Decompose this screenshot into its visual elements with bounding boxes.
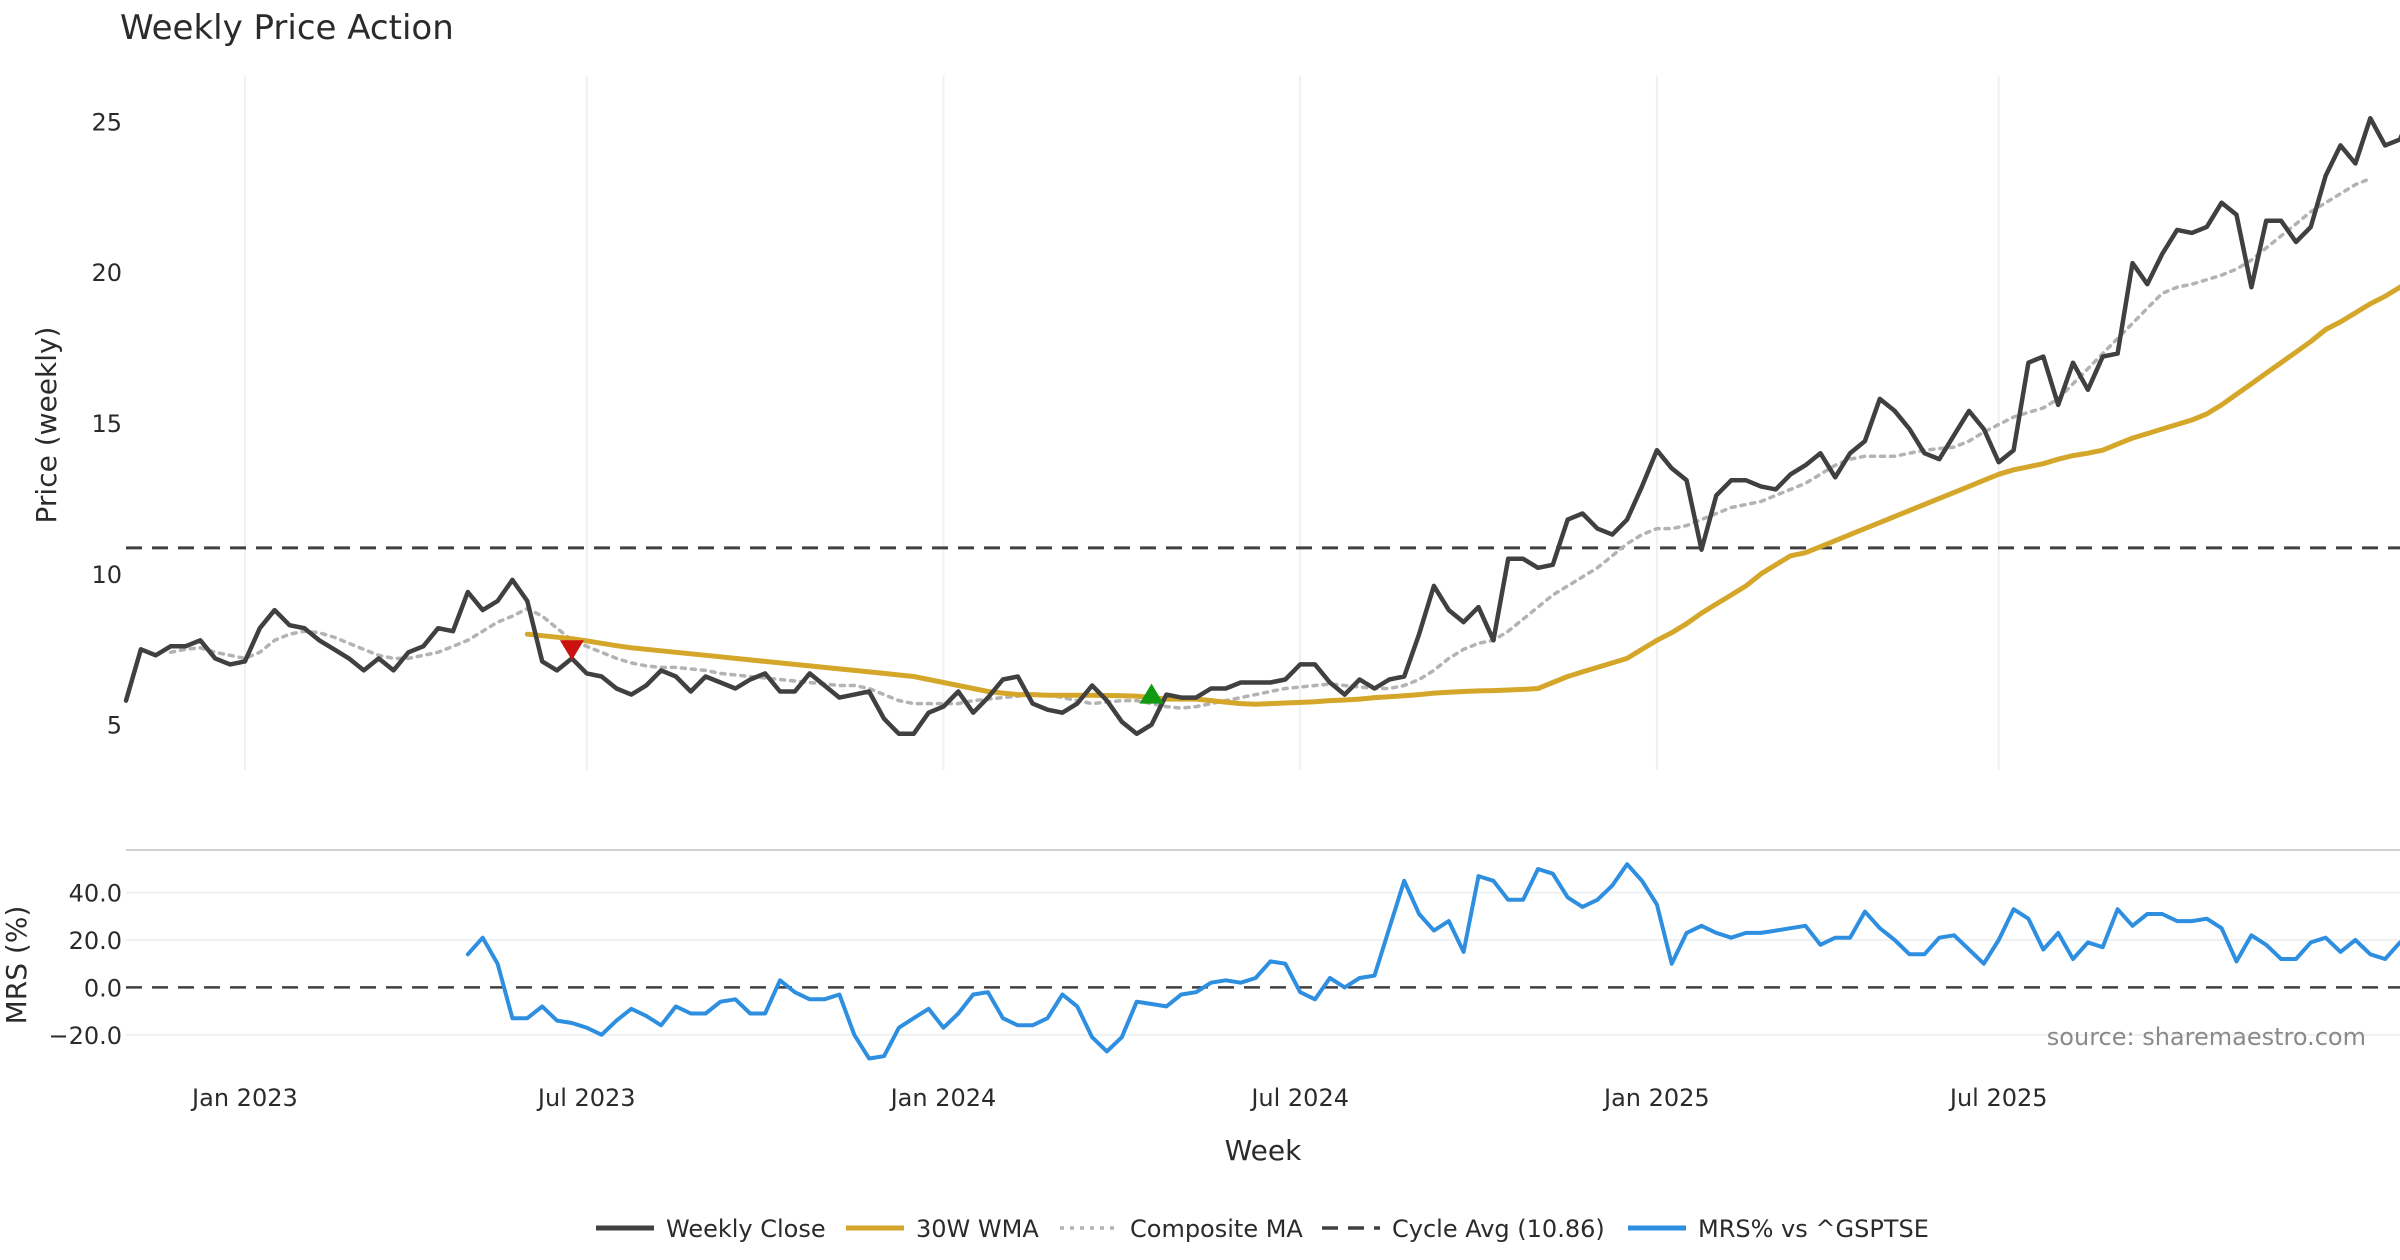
legend-label: Weekly Close: [666, 1215, 826, 1243]
weekly-close-line: [123, 115, 2400, 737]
x-tick-label: Jul 2023: [536, 1084, 636, 1112]
buy-signal-marker: [1139, 683, 1164, 704]
x-tick-label: Jan 2025: [1602, 1084, 1710, 1112]
grid-layer: [126, 76, 2400, 1036]
sell-signal-marker: [559, 640, 584, 661]
legend-label: Composite MA: [1130, 1215, 1303, 1243]
wma-30w-line: [524, 284, 2400, 707]
price-y-tick-label: 5: [107, 712, 122, 740]
chart-title: Weekly Price Action: [120, 8, 454, 48]
mrs-y-tick-label: 40.0: [69, 880, 122, 908]
mrs-axis-title: MRS (%): [0, 906, 33, 1025]
legend-label: 30W WMA: [916, 1215, 1039, 1243]
x-tick-label: Jul 2024: [1249, 1084, 1349, 1112]
mrs-line: [465, 862, 2400, 1061]
price-axis-title: Price (weekly): [30, 327, 63, 524]
price-y-tick-label: 15: [91, 410, 122, 438]
mrs-y-tick-label: 20.0: [69, 927, 122, 955]
x-axis-title: Week: [1225, 1134, 1302, 1167]
mrs-y-tick-label: −20.0: [48, 1022, 122, 1050]
composite-ma-line: [168, 176, 2373, 710]
data-layer: [123, 115, 2400, 1061]
x-tick-label: Jul 2025: [1948, 1084, 2048, 1112]
price-y-tick-label: 20: [91, 259, 122, 287]
legend-label: Cycle Avg (10.86): [1392, 1215, 1605, 1243]
axis-layer: Jan 2023 Jul 2023 Jan 2024 Jul 2024 Jan 2025…: [48, 108, 2047, 1112]
x-tick-label: Jan 2023: [190, 1084, 298, 1112]
legend: Weekly Close 30W WMA Composite MA Cycle Avg…: [596, 1215, 1929, 1243]
source-note: source: sharemaestro.com: [2047, 1023, 2366, 1051]
x-tick-label: Jan 2024: [889, 1084, 997, 1112]
mrs-y-tick-label: 0.0: [84, 974, 122, 1002]
legend-label: MRS% vs ^GSPTSE: [1698, 1215, 1929, 1243]
price-y-tick-label: 10: [91, 561, 122, 589]
price-y-tick-label: 25: [91, 108, 122, 136]
